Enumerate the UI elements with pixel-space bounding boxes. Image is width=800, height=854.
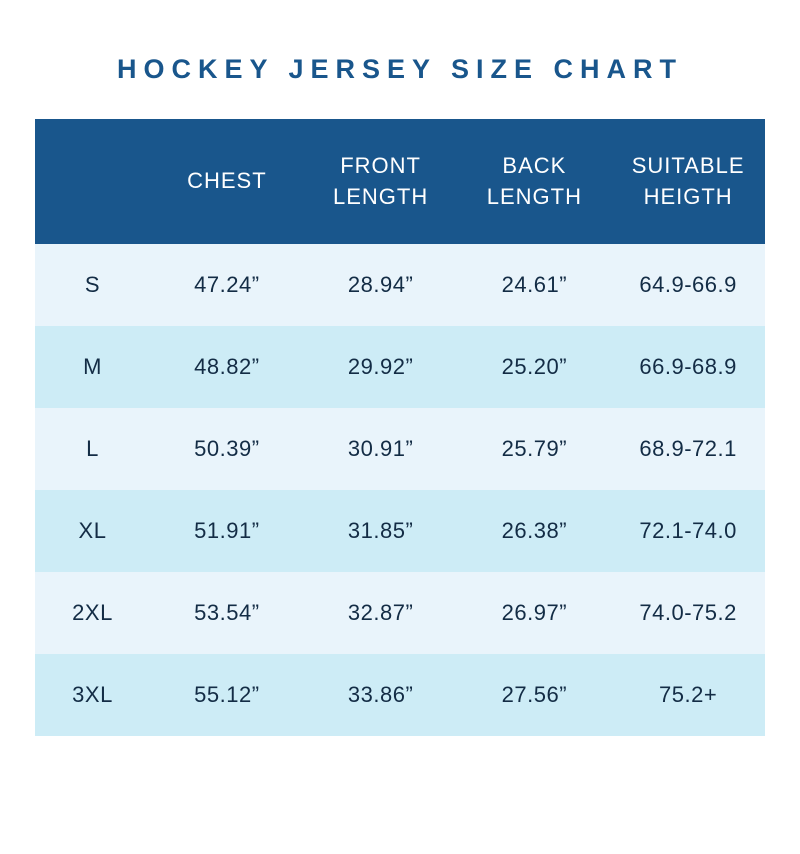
front-length-value: 32.87” (347, 600, 414, 625)
table-row-2xl: 2XL 53.54” 32.87” 26.97” 74.0-75.2 (35, 572, 765, 654)
back-length-value: 25.20” (501, 354, 568, 379)
size-label: XL (78, 518, 107, 543)
size-label: M (83, 354, 102, 379)
front-length-value: 31.85” (347, 518, 414, 543)
front-length-value: 33.86” (347, 682, 414, 707)
suitable-height-value: 72.1-74.0 (639, 518, 737, 543)
page-title: HOCKEY JERSEY SIZE CHART (116, 54, 684, 84)
table-row-l: L 50.39” 30.91” 25.79” 68.9-72.1 (35, 408, 765, 490)
chest-value: 47.24” (194, 272, 260, 297)
size-label: 2XL (72, 600, 113, 625)
suitable-height-value: 74.0-75.2 (639, 600, 737, 625)
suitable-height-value: 64.9-66.9 (639, 272, 737, 297)
chest-value: 55.12” (194, 682, 260, 707)
table-row-m: M 48.82” 29.92” 25.20” 66.9-68.9 (35, 326, 765, 408)
back-length-value: 27.56” (501, 682, 568, 707)
back-length-value: 24.61” (501, 272, 568, 297)
header-cell-size (35, 119, 150, 244)
chest-value: 50.39” (194, 436, 260, 461)
suitable-height-value: 66.9-68.9 (639, 354, 737, 379)
chest-value: 48.82” (194, 354, 260, 379)
back-length-value: 25.79” (501, 436, 568, 461)
table-row-3xl: 3XL 55.12” 33.86” 27.56” 75.2+ (35, 654, 765, 736)
header-cell-back-length: BACK LENGTH (457, 119, 612, 244)
back-length-value: 26.38” (501, 518, 568, 543)
table-header-row: CHEST FRONT LENGTH BACK LENGTH SUITABLE … (35, 119, 765, 244)
front-length-value: 29.92” (347, 354, 414, 379)
front-length-value: 28.94” (347, 272, 414, 297)
header-cell-suitable-height: SUITABLE HEIGTH (611, 119, 765, 244)
header-cell-chest: CHEST (150, 119, 304, 244)
table-row-xl: XL 51.91” 31.85” 26.38” 72.1-74.0 (35, 490, 765, 572)
header-cell-front-length: FRONT LENGTH (303, 119, 458, 244)
size-label: S (84, 272, 101, 297)
size-chart-page: HOCKEY JERSEY SIZE CHART CHEST FRONT LEN… (0, 54, 800, 854)
chest-value: 53.54” (194, 600, 260, 625)
size-label: L (86, 436, 99, 461)
size-chart-table: CHEST FRONT LENGTH BACK LENGTH SUITABLE … (35, 119, 765, 736)
table-row-s: S 47.24” 28.94” 24.61” 64.9-66.9 (35, 244, 765, 326)
back-length-value: 26.97” (501, 600, 568, 625)
front-length-value: 30.91” (347, 436, 414, 461)
suitable-height-value: 75.2+ (659, 682, 718, 707)
chest-value: 51.91” (194, 518, 260, 543)
suitable-height-value: 68.9-72.1 (639, 436, 737, 461)
size-label: 3XL (72, 682, 113, 707)
